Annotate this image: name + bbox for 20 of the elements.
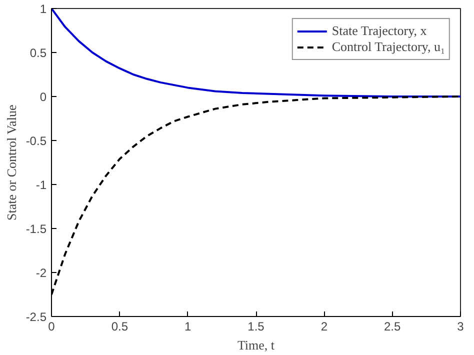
y-tick-label: -1.5	[26, 222, 47, 236]
legend-label: State Trajectory, x	[332, 23, 427, 39]
x-tick-label: 0.5	[111, 320, 128, 334]
line-series	[52, 8, 460, 98]
y-axis-title: State or Control Value	[4, 104, 19, 220]
y-tick-label: -1	[36, 178, 47, 192]
x-tick-label: 1	[184, 320, 192, 334]
x-tick-label: 0	[48, 320, 56, 334]
y-tick-label: 1	[40, 2, 47, 16]
x-tick-label: 3	[457, 320, 464, 334]
x-tick-label: 2.5	[384, 320, 401, 334]
y-tick-label: 0.5	[30, 46, 47, 60]
y-tick-label: -0.5	[26, 134, 47, 148]
y-tick-label: -2.5	[26, 310, 47, 324]
y-tick-label: 0	[40, 90, 47, 104]
x-tick-label: 2	[320, 320, 328, 334]
y-tick-label: -2	[36, 266, 47, 280]
x-axis-title: Time, t	[237, 338, 275, 352]
legend-label: Control Trajectory, u₁	[332, 39, 445, 55]
x-tick-label: 1.5	[248, 320, 265, 334]
